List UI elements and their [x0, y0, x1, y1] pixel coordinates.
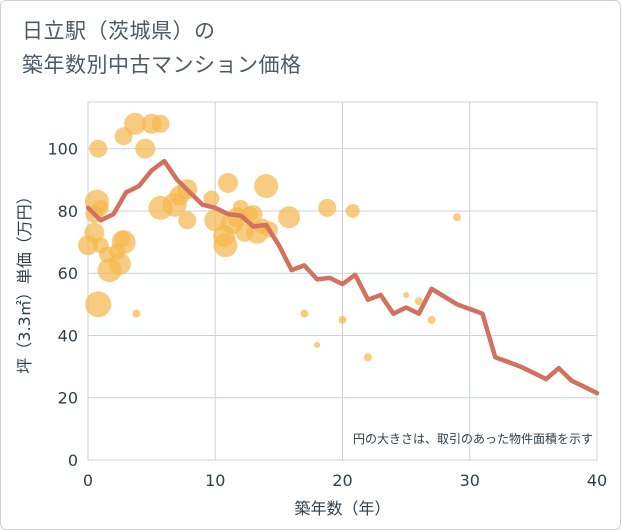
bubble-point: [111, 230, 136, 255]
bubble-point: [318, 198, 337, 217]
bubble-point: [278, 206, 301, 229]
chart-title: 日立駅（茨城県）の 築年数別中古マンション価格: [22, 14, 302, 82]
y-tick-label: 80: [58, 202, 78, 221]
x-tick-label: 10: [205, 471, 225, 490]
bubble-point: [151, 114, 170, 133]
bubble-series: [78, 112, 462, 362]
bubble-point: [213, 233, 238, 258]
bubble-size-note: 円の大きさは、取引のあった物件面積を示す: [353, 431, 593, 446]
y-tick-labels: 0 20 40 60 80 100: [47, 140, 78, 470]
x-tick-label: 20: [332, 471, 352, 490]
bubble-point: [338, 315, 347, 324]
x-tick-label: 40: [587, 471, 607, 490]
bubble-point: [124, 112, 147, 135]
bubble-point: [85, 291, 112, 318]
bubble-point: [427, 315, 436, 324]
bubble-point: [108, 252, 131, 275]
bubble-point: [92, 199, 109, 216]
bubble-point: [414, 297, 423, 306]
bubble-point: [363, 353, 372, 362]
x-axis-label: 築年数（年）: [294, 499, 390, 518]
bubble-point: [178, 211, 197, 230]
chart-title-line-1: 日立駅（茨城県）の: [22, 19, 216, 43]
x-tick-labels: 0 10 20 30 40: [83, 471, 607, 490]
bubble-point: [203, 190, 220, 207]
x-tick-label: 30: [460, 471, 480, 490]
grid-lines: [87, 102, 598, 461]
bubble-point: [345, 203, 360, 218]
x-tick-label: 0: [83, 471, 93, 490]
y-tick-label: 60: [58, 264, 78, 283]
bubble-point: [300, 309, 309, 318]
bubble-point: [453, 213, 462, 222]
price-trend-line: [85, 158, 600, 396]
y-tick-label: 0: [68, 451, 78, 470]
y-tick-label: 20: [58, 389, 78, 408]
bubble-point: [254, 174, 279, 199]
bubble-point: [135, 138, 156, 159]
bubble-point: [132, 309, 141, 318]
bubble-point: [403, 292, 410, 299]
bubble-point: [244, 205, 263, 224]
y-axis-label: 坪（3.3㎡）単価（万円）: [15, 188, 34, 373]
y-tick-label: 100: [47, 140, 78, 159]
plot-area: [87, 101, 598, 461]
bubble-point: [89, 139, 108, 158]
bubble-point: [314, 341, 321, 348]
chart-title-line-2: 築年数別中古マンション価格: [22, 53, 302, 77]
y-tick-label: 40: [58, 326, 78, 345]
bubble-point: [217, 172, 238, 193]
